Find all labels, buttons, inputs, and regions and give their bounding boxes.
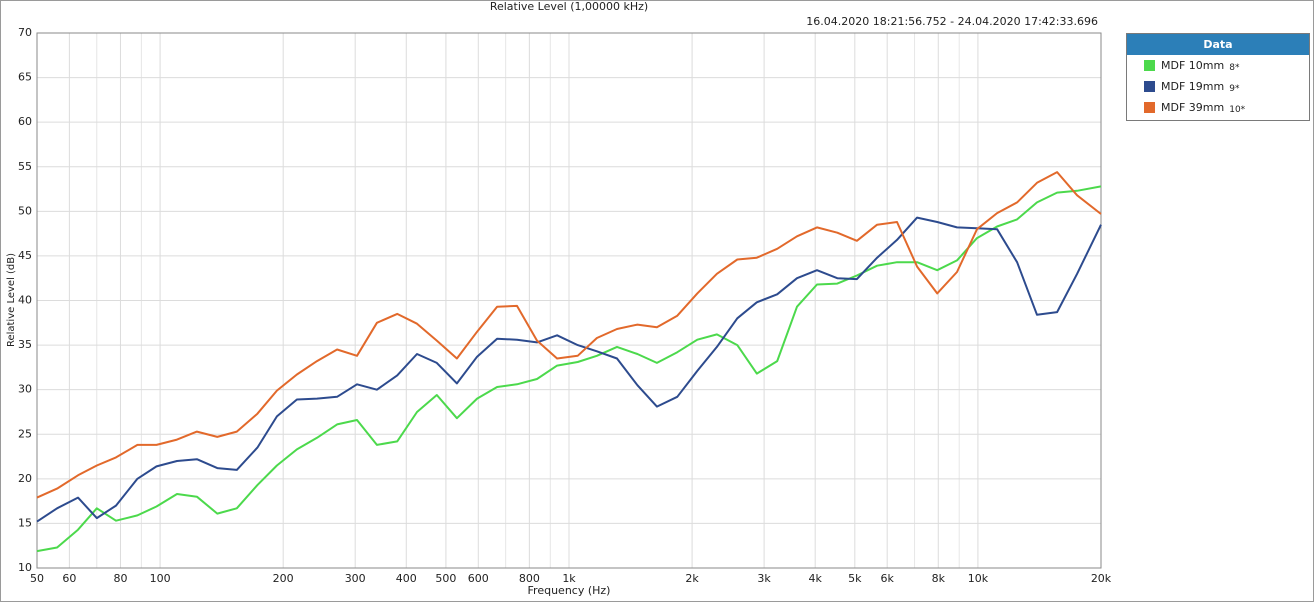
y-tick-label: 65 [18,71,32,84]
y-axis-label: Relative Level (dB) [6,253,17,347]
x-tick-label: 8k [932,572,946,585]
legend-entry: MDF 10mm 8* [1127,55,1309,76]
legend-label: MDF 39mm [1161,101,1225,114]
y-tick-label: 50 [18,204,32,217]
y-tick-label: 70 [18,26,32,39]
y-tick-label: 60 [18,115,32,128]
legend-entry: MDF 19mm 9* [1127,76,1309,97]
x-axis-label: Frequency (Hz) [528,584,611,597]
x-tick-label: 400 [396,572,417,585]
x-tick-label: 60 [62,572,76,585]
series-line [36,216,1102,523]
x-tick-label: 2k [685,572,699,585]
plot-area: 10 15 20 25 30 35 40 45 50 55 60 65 70 50 60 80 100 200 30… [18,26,1112,585]
legend-swatch [1144,60,1155,71]
legend-label: MDF 10mm [1161,59,1225,72]
x-tick-label: 800 [519,572,540,585]
legend: Data MDF 10mm 8* MDF 19mm 9* MDF 39mm 10* [1126,33,1310,121]
x-tick-label: 3k [757,572,771,585]
x-tick-label: 80 [113,572,127,585]
series-line [36,171,1102,499]
x-tick-label: 6k [881,572,895,585]
y-tick-label: 45 [18,249,32,262]
x-tick-label: 100 [150,572,171,585]
x-tick-label: 10k [968,572,989,585]
legend-note: 10* [1229,104,1246,115]
y-tick-label: 20 [18,472,32,485]
y-tick-label: 35 [18,338,32,351]
legend-entry: MDF 39mm 10* [1127,97,1309,118]
legend-title: Data [1127,34,1309,55]
x-tick-label: 4k [808,572,822,585]
x-tick-label: 600 [468,572,489,585]
legend-note: 8* [1229,62,1240,73]
chart-title: Relative Level (1,00000 kHz) [490,0,648,13]
y-tick-label: 40 [18,294,32,307]
series-line [36,185,1102,553]
y-tick-label: 10 [18,561,32,574]
x-tick-label: 5k [848,572,862,585]
legend-swatch [1144,81,1155,92]
x-tick-label: 200 [273,572,294,585]
y-tick-label: 55 [18,160,32,173]
chart-subtitle: 16.04.2020 18:21:56.752 - 24.04.2020 17:… [806,15,1098,28]
y-tick-label: 15 [18,516,32,529]
x-tick-label: 20k [1091,572,1112,585]
legend-swatch [1144,102,1155,113]
x-tick-label: 50 [30,572,44,585]
y-tick-label: 25 [18,427,32,440]
legend-note: 9* [1229,83,1240,94]
x-tick-label: 500 [435,572,456,585]
y-tick-label: 30 [18,383,32,396]
x-tick-label: 300 [345,572,366,585]
plot-border [36,32,1102,569]
x-tick-label: 1k [562,572,576,585]
legend-label: MDF 19mm [1161,80,1225,93]
